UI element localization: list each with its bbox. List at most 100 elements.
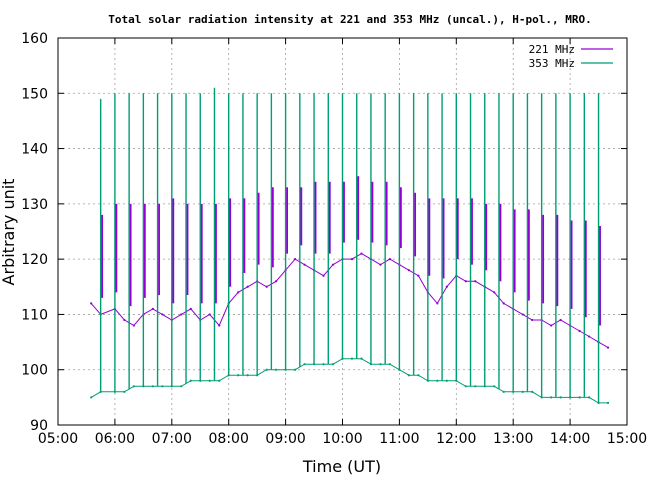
y-tick-label: 110	[21, 307, 48, 323]
data-point-221	[360, 252, 363, 255]
data-point-221	[303, 263, 306, 266]
data-point-221	[246, 285, 249, 288]
data-point-353	[161, 385, 164, 388]
data-point-221	[350, 258, 354, 261]
y-tick-label: 100	[21, 363, 48, 379]
data-point-221	[587, 335, 591, 338]
data-point-353	[208, 379, 211, 382]
data-point-221	[445, 285, 448, 288]
data-point-353	[464, 385, 467, 388]
data-point-221	[559, 318, 562, 322]
x-tick-label: 12:00	[436, 431, 476, 447]
data-point-221	[331, 263, 335, 266]
data-point-353	[322, 363, 325, 366]
data-point-221	[388, 258, 392, 261]
data-point-353	[559, 396, 562, 399]
data-point-221	[237, 291, 240, 294]
data-point-353	[417, 374, 420, 377]
legend: 221 MHz 353 MHz	[529, 43, 613, 70]
y-tick-label: 90	[30, 418, 48, 434]
data-point-353	[303, 363, 306, 366]
data-point-221	[493, 291, 496, 294]
data-point-221	[322, 274, 325, 277]
x-tick-label: 08:00	[209, 431, 249, 447]
y-tick-label: 140	[21, 142, 48, 158]
chart-title: Total solar radiation intensity at 221 a…	[108, 13, 591, 26]
data-point-353	[132, 385, 135, 388]
data-point-353	[550, 396, 553, 399]
data-point-221	[208, 313, 211, 316]
y-tick-label: 120	[21, 252, 48, 268]
x-tick-label: 06:00	[95, 431, 135, 447]
data-point-221	[436, 302, 439, 305]
data-point-221	[293, 258, 297, 261]
data-point-221	[180, 313, 183, 316]
x-tick-label: 09:00	[265, 431, 305, 447]
data-point-353	[90, 396, 93, 399]
data-point-353	[578, 396, 581, 399]
data-point-353	[218, 379, 221, 382]
data-point-221	[379, 263, 382, 266]
y-axis-title: Arbitrary unit	[0, 179, 18, 286]
data-point-353	[493, 385, 496, 388]
data-point-221	[417, 274, 420, 277]
data-point-221	[90, 302, 93, 305]
series-layer	[90, 87, 610, 404]
data-point-353	[388, 363, 392, 366]
data-point-353	[151, 385, 154, 388]
data-point-353	[474, 385, 477, 388]
data-point-353	[189, 379, 192, 382]
data-point-221	[474, 280, 477, 283]
data-point-353	[606, 401, 610, 404]
data-point-353	[350, 357, 354, 360]
data-point-221	[161, 313, 164, 316]
y-tick-label: 160	[21, 31, 48, 47]
data-point-221	[189, 307, 192, 310]
x-tick-label: 10:00	[322, 431, 362, 447]
data-point-353	[123, 390, 126, 393]
data-point-221	[531, 318, 534, 322]
data-point-353	[265, 368, 268, 371]
legend-label-221: 221 MHz	[529, 43, 575, 56]
data-point-353	[246, 374, 249, 377]
x-tick-label: 11:00	[379, 431, 419, 447]
data-point-221	[502, 302, 505, 305]
data-point-221	[265, 285, 268, 288]
data-point-221	[132, 324, 135, 327]
data-point-353	[275, 368, 278, 371]
data-point-353	[445, 379, 448, 382]
data-point-353	[237, 374, 240, 377]
data-point-221	[275, 280, 278, 283]
data-point-353	[180, 385, 183, 388]
data-point-221	[464, 280, 467, 283]
data-point-353	[436, 379, 439, 382]
series-line-221	[90, 253, 609, 349]
x-tick-label: 07:00	[152, 431, 192, 447]
data-point-353	[331, 363, 335, 366]
data-point-221	[578, 329, 581, 333]
ticks: 90 100 110 120 130 140 150 160 05:00 06:00 07:00 08…	[21, 31, 647, 447]
x-tick-label: 15:00	[607, 431, 647, 447]
data-point-221	[521, 313, 524, 316]
data-point-221	[550, 324, 553, 327]
y-tick-label: 150	[21, 86, 48, 102]
x-tick-label: 13:00	[493, 431, 533, 447]
legend-label-353: 353 MHz	[529, 57, 575, 70]
data-point-353	[502, 390, 505, 393]
data-point-353	[379, 363, 382, 366]
data-point-353	[521, 390, 524, 393]
data-point-221	[151, 307, 154, 310]
data-point-221	[123, 318, 126, 322]
data-point-221	[407, 269, 410, 272]
data-point-353	[293, 368, 297, 371]
data-point-353	[407, 374, 410, 377]
x-axis-title: Time (UT)	[302, 457, 381, 476]
data-point-221	[218, 324, 221, 327]
x-tick-label: 14:00	[550, 431, 590, 447]
x-tick-label: 05:00	[38, 431, 78, 447]
y-tick-label: 130	[21, 197, 48, 213]
data-point-353	[360, 357, 363, 360]
data-point-353	[531, 390, 534, 393]
